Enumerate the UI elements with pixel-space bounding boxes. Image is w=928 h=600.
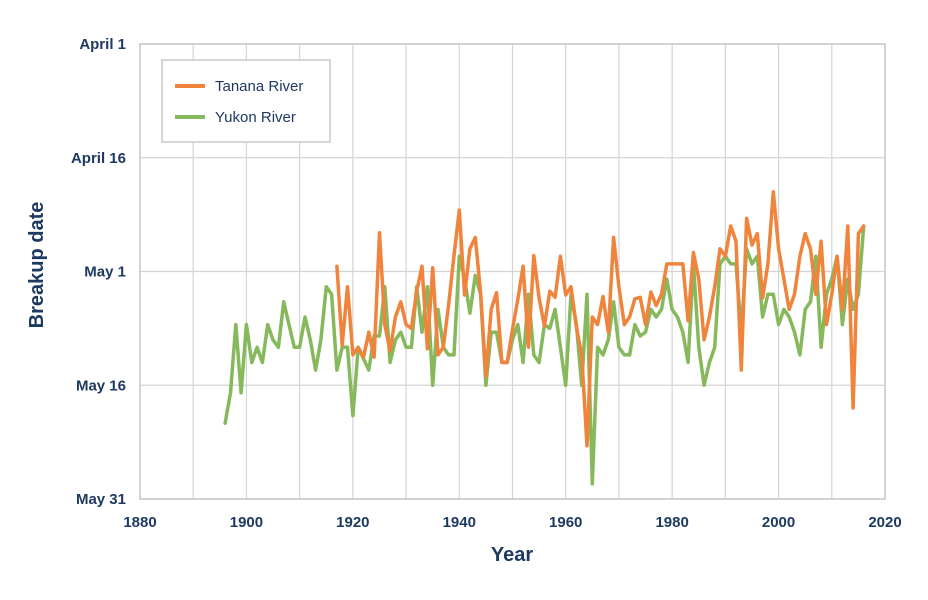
legend-label-yukon: Yukon River xyxy=(215,109,296,126)
y-tick-label: April 16 xyxy=(71,150,126,167)
legend: Tanana River Yukon River xyxy=(161,59,331,143)
x-tick-label: 1920 xyxy=(336,514,369,531)
x-axis-title: Year xyxy=(491,544,533,566)
y-tick-label: May 31 xyxy=(76,491,126,508)
y-tick-label: April 1 xyxy=(79,36,126,53)
legend-box xyxy=(161,59,331,143)
tanana-river-line xyxy=(335,190,866,448)
y-tick-label: May 1 xyxy=(84,264,126,281)
x-tick-label: 1900 xyxy=(230,514,263,531)
tick-labels: 1880 1900 1920 1940 1960 1980 2000 2020 April 1 A… xyxy=(71,36,902,531)
x-tick-label: 2000 xyxy=(762,514,795,531)
series-lines xyxy=(223,190,866,486)
x-tick-label: 1960 xyxy=(549,514,582,531)
legend-label-tanana: Tanana River xyxy=(215,78,303,95)
x-tick-label: 1980 xyxy=(655,514,688,531)
x-tick-label: 1880 xyxy=(123,514,156,531)
x-tick-label: 1940 xyxy=(443,514,476,531)
x-tick-label: 2020 xyxy=(868,514,901,531)
y-axis-title: Breakup date xyxy=(26,202,48,329)
y-tick-label: May 16 xyxy=(76,377,126,394)
plot-area-border xyxy=(139,43,886,500)
